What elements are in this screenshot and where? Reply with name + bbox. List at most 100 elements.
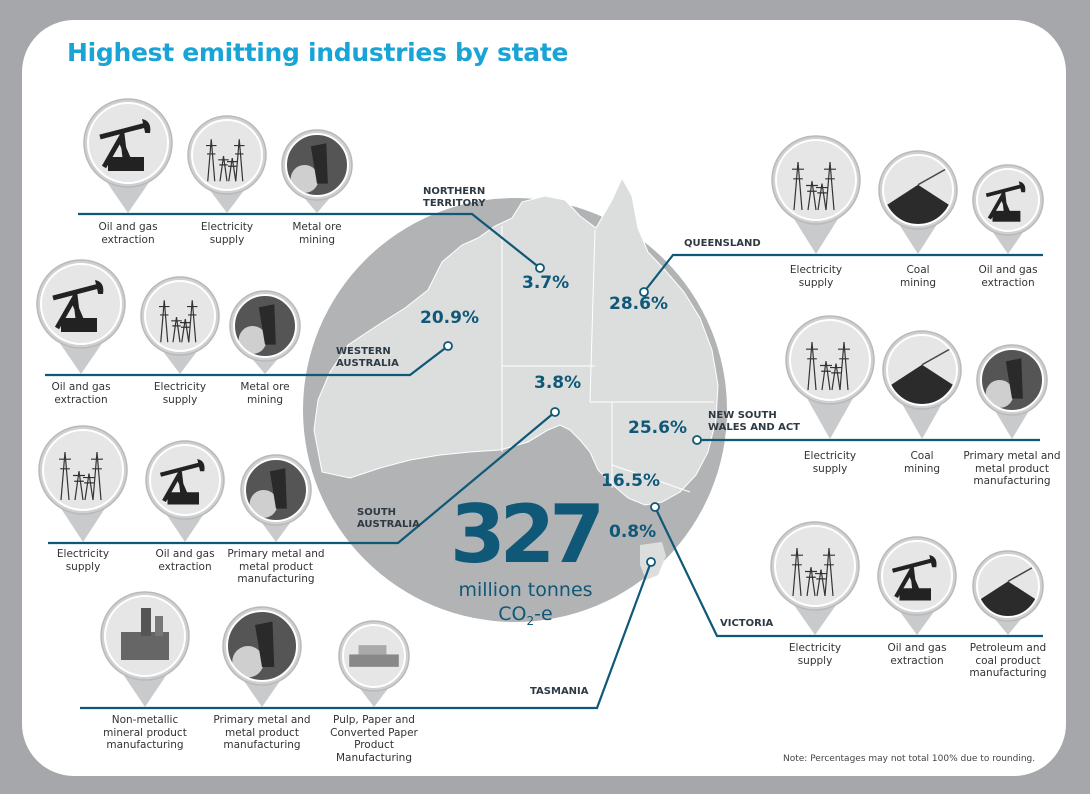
state-percentage: 16.5% <box>601 471 660 491</box>
industry-label: Metal ore mining <box>292 221 342 246</box>
australia-map <box>313 176 719 506</box>
pumpjack-icon <box>41 264 121 344</box>
state-marker-dot <box>646 557 656 567</box>
industry-pin <box>229 290 301 374</box>
state-borders <box>501 226 714 493</box>
industry-label: Oil and gas extraction <box>51 381 111 406</box>
pumpjack-icon <box>882 541 952 611</box>
industry-pin <box>222 606 302 707</box>
power-pylon-icon <box>192 120 262 190</box>
unit-line-2: CO2-e <box>448 602 603 633</box>
connector-lines <box>45 212 1043 710</box>
industry-pin <box>83 98 173 213</box>
industry-pin <box>338 620 410 707</box>
page-title: Highest emitting industries by state <box>67 38 569 67</box>
unit-line-1: million tonnes <box>458 579 593 601</box>
industry-pin <box>36 259 126 374</box>
coal-pile-icon <box>883 155 953 225</box>
industry-pin <box>187 115 267 213</box>
unit-suffix: -e <box>534 603 553 625</box>
industry-pin <box>972 550 1044 635</box>
industry-label: Electricity supply <box>788 642 842 667</box>
state-name: VICTORIA <box>720 618 774 629</box>
state-percentage: 3.7% <box>522 273 570 293</box>
industry-pin <box>877 536 957 635</box>
total-emissions-unit: million tonnes CO2-e <box>448 578 603 633</box>
state-percentage: 28.6% <box>609 294 668 314</box>
industry-label: Oil and gas extraction <box>155 548 215 573</box>
power-pylon-icon <box>775 526 855 606</box>
industry-label: Primary metal and metal product manufact… <box>963 450 1061 487</box>
paper-mill-icon <box>343 625 405 687</box>
factory-icon <box>105 596 185 676</box>
state-percentage: 0.8% <box>609 522 657 542</box>
industry-label: Primary metal and metal product manufact… <box>213 714 311 751</box>
industry-pin <box>145 440 225 542</box>
industry-pin <box>770 521 860 635</box>
industry-label: Oil and gas extraction <box>887 642 947 667</box>
state-percentage: 20.9% <box>420 308 479 328</box>
connector-line <box>45 345 449 377</box>
industry-label: Electricity supply <box>153 381 207 406</box>
industry-label: Electricity supply <box>803 450 857 475</box>
pumpjack-icon <box>88 103 168 183</box>
industry-label: Electricity supply <box>56 548 110 573</box>
industry-label: Coal mining <box>899 264 937 289</box>
coal-pile-icon <box>887 335 957 405</box>
state-percentage: 3.8% <box>534 373 582 393</box>
power-pylon-icon <box>776 140 856 220</box>
state-name: NEW SOUTH WALES AND ACT <box>708 410 800 433</box>
industry-pin <box>240 454 312 542</box>
industry-pin <box>140 276 220 374</box>
metal-mining-icon <box>245 459 307 521</box>
state-marker-dot <box>443 341 453 351</box>
industry-label: Pulp, Paper and Converted Paper Product … <box>330 714 418 764</box>
industry-pin <box>785 315 875 439</box>
state-name: NORTHERN TERRITORY <box>423 186 486 209</box>
connector-line <box>78 212 541 269</box>
state-name: QUEENSLAND <box>684 238 761 249</box>
total-emissions-value: 327 <box>450 488 605 581</box>
industry-pin <box>38 425 128 542</box>
industry-pin <box>281 129 353 213</box>
pumpjack-icon <box>150 445 220 515</box>
unit-co2: CO <box>498 603 527 625</box>
metal-mining-icon <box>286 134 348 196</box>
industry-label: Electricity supply <box>789 264 843 289</box>
industry-label: Petroleum and coal product manufacturing <box>969 642 1047 679</box>
connector-line <box>654 506 1043 638</box>
industry-pin <box>972 164 1044 254</box>
metal-mining-icon <box>227 611 297 681</box>
state-marker-dot <box>639 287 649 297</box>
footnote: Note: Percentages may not total 100% due… <box>783 754 1036 764</box>
metal-mining-icon <box>234 295 296 357</box>
unit-subscript: 2 <box>526 613 535 628</box>
industry-pin <box>771 135 861 254</box>
state-marker-dot <box>650 502 660 512</box>
power-pylon-icon <box>43 430 123 510</box>
industry-pin <box>976 344 1048 439</box>
industry-label: Non-metallic mineral product manufacturi… <box>103 714 187 751</box>
state-marker-dot <box>692 435 702 445</box>
state-name: TASMANIA <box>530 686 589 697</box>
state-marker-dot <box>550 407 560 417</box>
industry-label: Primary metal and metal product manufact… <box>227 548 325 585</box>
connector-line <box>643 253 1043 293</box>
industry-pin <box>882 330 962 439</box>
state-name: WESTERN AUSTRALIA <box>336 346 399 369</box>
state-marker-dot <box>535 263 545 273</box>
industry-pins <box>36 98 1048 707</box>
state-name: SOUTH AUSTRALIA <box>357 507 420 530</box>
connector-line <box>80 561 653 710</box>
connector-line <box>48 411 556 545</box>
state-percentage: 25.6% <box>628 418 687 438</box>
power-pylon-icon <box>790 320 870 400</box>
industry-pin <box>878 150 958 254</box>
industry-label: Oil and gas extraction <box>98 221 158 246</box>
industry-label: Coal mining <box>903 450 941 475</box>
industry-label: Electricity supply <box>200 221 254 246</box>
pumpjack-icon <box>977 169 1039 231</box>
metal-mining-icon <box>981 349 1043 411</box>
coal-pile-icon <box>977 555 1039 617</box>
